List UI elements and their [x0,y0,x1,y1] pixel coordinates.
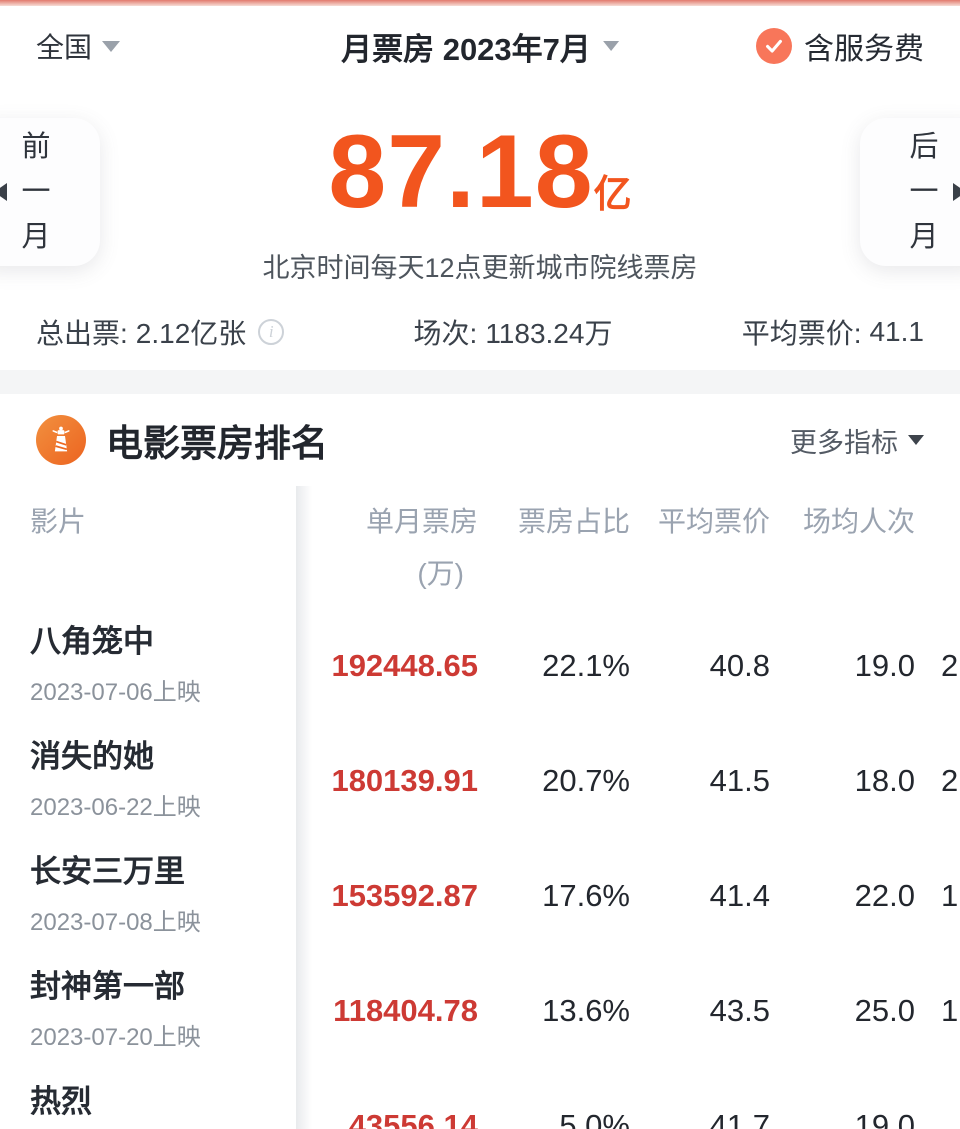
avg-attendance: 18.0 [854,762,915,798]
stat-value: 1183.24万 [485,318,613,349]
beacon-lighthouse-icon [36,415,86,465]
stats-row: 总出票: 2.12亿张 i 场次: 1183.24万 平均票价: 41.1 [0,300,960,364]
avg-attendance: 22.0 [854,877,915,913]
prev-month-button[interactable]: 前一月 [0,118,100,266]
col-header-monthly[interactable]: 单月票房 (万) [310,500,478,592]
share-percent: 22.1% [542,647,630,683]
share-percent: 17.6% [542,877,630,913]
avg-attendance: 19.0 [854,1107,915,1129]
ranking-header: 电影票房排名 更多指标 [0,394,960,486]
col-header-monthly-unit: (万) [417,558,464,589]
table-row[interactable]: 封神第一部 2023-07-20上映 118404.78 13.6% 43.5 … [0,953,960,1068]
film-release-date: 2023-07-06上映 [30,678,201,706]
total-amount: 87.18 [328,114,594,230]
table-row[interactable]: 热烈 2023-07-28上映 43556.14 5.0% 41.7 19.0 [0,1068,960,1129]
top-bar: 全国 月票房 2023年7月 含服务费 [0,6,960,86]
monthly-box-office: 118404.78 [333,992,478,1028]
chevron-down-icon [602,41,619,51]
col-header-avg-price[interactable]: 平均票价 [657,506,770,537]
info-icon[interactable]: i [258,319,285,345]
arrow-left-icon [0,183,7,201]
share-percent: 20.7% [542,762,630,798]
monthly-box-office: 192448.65 [331,647,478,683]
stat-total-tickets: 总出票: 2.12亿张 i [36,312,285,352]
check-icon [756,28,792,64]
film-cell: 长安三万里 2023-07-08上映 [30,854,310,937]
more-indicators-button[interactable]: 更多指标 [790,421,924,460]
film-cell: 封神第一部 2023-07-20上映 [30,969,310,1052]
avg-attendance: 25.0 [854,992,915,1028]
col-header-avg-attendance[interactable]: 场均人次 [802,506,915,537]
monthly-box-office: 43556.14 [348,1107,478,1129]
film-title: 封神第一部 [30,969,185,1005]
stat-value: 41.1 [869,316,924,347]
chevron-down-icon [102,40,121,52]
table-row[interactable]: 消失的她 2023-06-22上映 180139.91 20.7% 41.5 1… [0,723,960,838]
stat-label: 场次: [413,318,478,349]
prev-month-label: 前一月 [21,130,51,253]
avg-attendance: 19.0 [854,647,915,683]
avg-ticket-price: 41.5 [709,762,770,798]
arrow-right-icon [953,183,960,201]
share-percent: 13.6% [542,992,630,1028]
cutoff-value: 1 [941,992,959,1028]
top-accent-strip [0,0,960,6]
col-header-share[interactable]: 票房占比 [517,506,630,537]
avg-ticket-price: 43.5 [709,992,770,1028]
region-selector[interactable]: 全国 [36,26,121,66]
film-release-date: 2023-07-20上映 [30,1023,201,1051]
cutoff-value: 2 [941,762,959,798]
film-release-date: 2023-06-22上映 [30,793,201,821]
more-indicators-label: 更多指标 [790,427,898,458]
table-row[interactable]: 长安三万里 2023-07-08上映 153592.87 17.6% 41.4 … [0,838,960,953]
film-title: 热烈 [30,1084,92,1120]
service-fee-label: 含服务费 [804,33,924,66]
film-cell: 八角笼中 2023-07-06上映 [30,624,310,707]
film-cell: 热烈 2023-07-28上映 [30,1084,310,1129]
period-title: 月票房 2023年7月 [341,31,591,67]
service-fee-toggle[interactable]: 含服务费 [756,24,924,68]
amount-unit: 亿 [593,174,632,216]
avg-ticket-price: 40.8 [709,647,770,683]
film-cell: 消失的她 2023-06-22上映 [30,739,310,822]
stat-avg-price: 平均票价: 41.1 [742,312,924,352]
hero-section: 前一月 87.18亿 北京时间每天12点更新城市院线票房 后一月 [0,86,960,300]
cutoff-value: 1 [941,877,959,913]
next-month-button[interactable]: 后一月 [860,118,960,266]
stat-label: 平均票价: [741,318,862,349]
avg-ticket-price: 41.7 [709,1107,770,1129]
ranking-table: 影片 单月票房 (万) 票房占比 平均票价 场均人次 八角笼中 2023-07-… [0,486,960,1129]
film-release-date: 2023-07-08上映 [30,908,201,936]
ranking-title: 电影票房排名 [106,423,328,464]
col-header-film: 影片 [30,506,87,537]
next-month-label: 后一月 [909,130,939,253]
region-label: 全国 [36,32,93,63]
film-title: 长安三万里 [30,854,185,890]
col-header-cutoff [915,500,960,592]
period-selector[interactable]: 月票房 2023年7月 [341,24,619,69]
monthly-box-office: 180139.91 [331,762,478,798]
update-notice: 北京时间每天12点更新城市院线票房 [262,253,698,283]
cutoff-value: 2 [941,647,959,683]
stat-sessions: 场次: 1183.24万 [414,312,613,352]
table-header-row: 影片 单月票房 (万) 票房占比 平均票价 场均人次 [0,486,960,608]
stat-value: 2.12亿张 [135,318,247,349]
stat-label: 总出票: [36,318,128,349]
table-row[interactable]: 八角笼中 2023-07-06上映 192448.65 22.1% 40.8 1… [0,608,960,723]
avg-ticket-price: 41.4 [709,877,770,913]
total-box-office: 87.18亿 [0,86,960,224]
film-title: 消失的她 [30,739,154,775]
chevron-down-icon [908,435,924,445]
section-divider [0,370,960,394]
share-percent: 5.0% [559,1107,630,1129]
film-title: 八角笼中 [30,624,154,660]
monthly-box-office: 153592.87 [331,877,478,913]
